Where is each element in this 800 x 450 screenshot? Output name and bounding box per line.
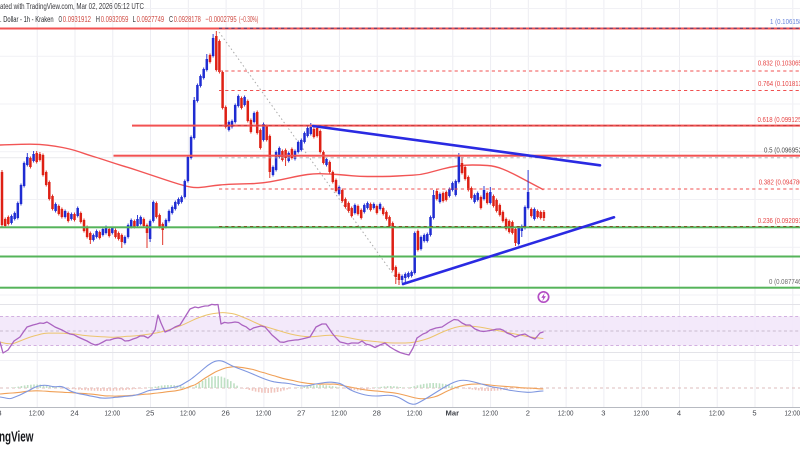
svg-text:4: 4 [677,409,681,418]
svg-text:12:00: 12:00 [256,409,272,418]
svg-text:3: 3 [601,409,605,418]
svg-text:ngView: ngView [0,429,34,446]
svg-text:12:00: 12:00 [104,409,120,418]
svg-text:12:00: 12:00 [482,409,498,418]
svg-text:0.5 (0.096952: 0.5 (0.096952 [764,148,800,155]
svg-text:0.832 (0.103065: 0.832 (0.103065 [758,61,800,68]
svg-text:0.236 (0.092091: 0.236 (0.092091 [758,218,800,225]
svg-text:12:00: 12:00 [633,409,649,418]
svg-text:25: 25 [146,409,154,418]
svg-text:ated with TradingView.com, Mar: ated with TradingView.com, Mar 02, 2026 … [0,1,144,11]
svg-text:12:00: 12:00 [331,409,347,418]
svg-text:28: 28 [373,409,381,418]
svg-text:5: 5 [752,409,756,418]
svg-text:3: 3 [0,409,2,418]
svg-text:12:00: 12:00 [180,409,196,418]
svg-text:12:00: 12:00 [407,409,423,418]
svg-text:1 (0.106158: 1 (0.106158 [770,19,800,26]
svg-text:2: 2 [526,409,530,418]
svg-text:0.764 (0.101813: 0.764 (0.101813 [758,81,800,88]
svg-text:12:00: 12:00 [784,409,800,418]
svg-text:12:00: 12:00 [558,409,574,418]
svg-text:Mar: Mar [446,409,460,418]
svg-text:27: 27 [297,409,305,418]
svg-text:12:00: 12:00 [29,409,45,418]
svg-text:24: 24 [70,409,78,418]
svg-text:0.618 (0.099125: 0.618 (0.099125 [758,117,800,124]
svg-text:26: 26 [221,409,229,418]
svg-text:12:00: 12:00 [709,409,725,418]
svg-text:0.382 (0.094780: 0.382 (0.094780 [759,180,800,187]
svg-text:0 (0.087746: 0 (0.087746 [769,279,800,286]
